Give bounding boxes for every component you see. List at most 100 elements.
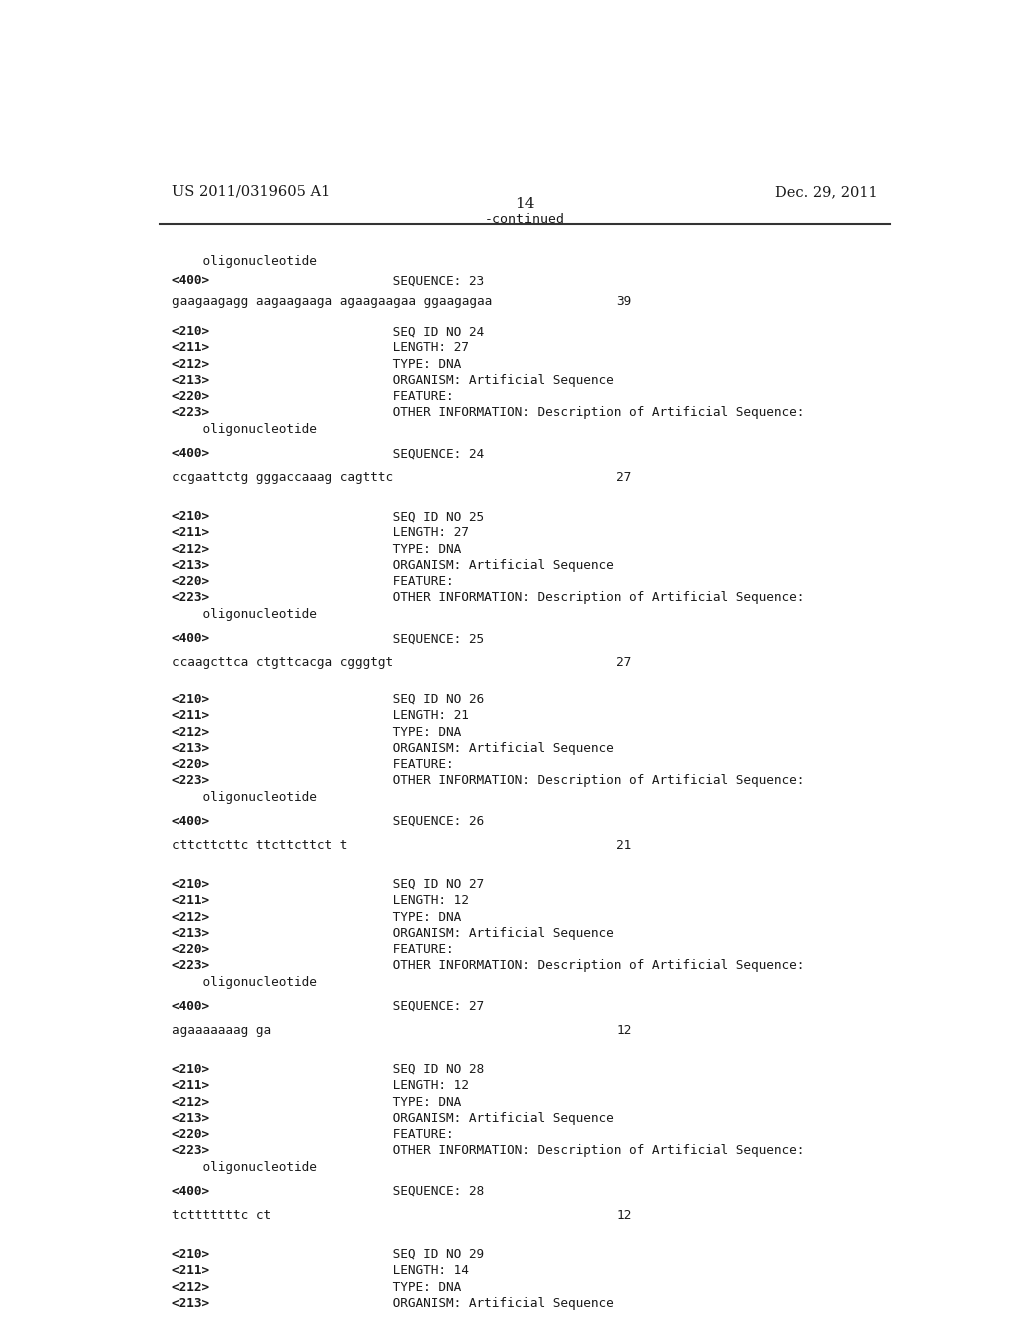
- Text: -continued: -continued: [484, 214, 565, 226]
- Text: ccgaattctg gggaccaaag cagtttc: ccgaattctg gggaccaaag cagtttc: [172, 471, 393, 484]
- Text: 12: 12: [616, 1024, 632, 1038]
- Text: FEATURE:: FEATURE:: [385, 576, 454, 589]
- Text: <212>: <212>: [172, 358, 210, 371]
- Text: agaaaaaaag ga: agaaaaaaag ga: [172, 1024, 270, 1038]
- Text: OTHER INFORMATION: Description of Artificial Sequence:: OTHER INFORMATION: Description of Artifi…: [385, 591, 805, 605]
- Text: oligonucleotide: oligonucleotide: [172, 1160, 316, 1173]
- Text: SEQUENCE: 23: SEQUENCE: 23: [385, 275, 484, 288]
- Text: <210>: <210>: [172, 1063, 210, 1076]
- Text: <220>: <220>: [172, 576, 210, 589]
- Text: <220>: <220>: [172, 942, 210, 956]
- Text: SEQ ID NO 26: SEQ ID NO 26: [385, 693, 484, 706]
- Text: LENGTH: 12: LENGTH: 12: [385, 894, 469, 907]
- Text: OTHER INFORMATION: Description of Artificial Sequence:: OTHER INFORMATION: Description of Artifi…: [385, 1144, 805, 1158]
- Text: <211>: <211>: [172, 342, 210, 354]
- Text: <220>: <220>: [172, 1129, 210, 1140]
- Text: LENGTH: 27: LENGTH: 27: [385, 527, 469, 540]
- Text: TYPE: DNA: TYPE: DNA: [385, 1280, 462, 1294]
- Text: ORGANISM: Artificial Sequence: ORGANISM: Artificial Sequence: [385, 742, 614, 755]
- Text: <210>: <210>: [172, 693, 210, 706]
- Text: <223>: <223>: [172, 775, 210, 787]
- Text: <213>: <213>: [172, 374, 210, 387]
- Text: FEATURE:: FEATURE:: [385, 391, 454, 403]
- Text: <213>: <213>: [172, 1111, 210, 1125]
- Text: TYPE: DNA: TYPE: DNA: [385, 358, 462, 371]
- Text: <210>: <210>: [172, 325, 210, 338]
- Text: TYPE: DNA: TYPE: DNA: [385, 726, 462, 739]
- Text: LENGTH: 14: LENGTH: 14: [385, 1265, 469, 1278]
- Text: TYPE: DNA: TYPE: DNA: [385, 543, 462, 556]
- Text: ORGANISM: Artificial Sequence: ORGANISM: Artificial Sequence: [385, 558, 614, 572]
- Text: oligonucleotide: oligonucleotide: [172, 422, 316, 436]
- Text: <212>: <212>: [172, 1096, 210, 1109]
- Text: 21: 21: [616, 840, 632, 853]
- Text: <211>: <211>: [172, 527, 210, 540]
- Text: <212>: <212>: [172, 543, 210, 556]
- Text: FEATURE:: FEATURE:: [385, 1129, 454, 1140]
- Text: <212>: <212>: [172, 726, 210, 739]
- Text: oligonucleotide: oligonucleotide: [172, 791, 316, 804]
- Text: ORGANISM: Artificial Sequence: ORGANISM: Artificial Sequence: [385, 1296, 614, 1309]
- Text: <400>: <400>: [172, 1001, 210, 1012]
- Text: <213>: <213>: [172, 1296, 210, 1309]
- Text: SEQ ID NO 27: SEQ ID NO 27: [385, 878, 484, 891]
- Text: SEQ ID NO 28: SEQ ID NO 28: [385, 1063, 484, 1076]
- Text: <223>: <223>: [172, 407, 210, 420]
- Text: 27: 27: [616, 471, 632, 484]
- Text: FEATURE:: FEATURE:: [385, 758, 454, 771]
- Text: oligonucleotide: oligonucleotide: [172, 255, 316, 268]
- Text: <223>: <223>: [172, 960, 210, 973]
- Text: FEATURE:: FEATURE:: [385, 942, 454, 956]
- Text: 12: 12: [616, 1209, 632, 1222]
- Text: tctttttttc ct: tctttttttc ct: [172, 1209, 270, 1222]
- Text: TYPE: DNA: TYPE: DNA: [385, 911, 462, 924]
- Text: oligonucleotide: oligonucleotide: [172, 975, 316, 989]
- Text: 39: 39: [616, 294, 632, 308]
- Text: SEQUENCE: 28: SEQUENCE: 28: [385, 1185, 484, 1199]
- Text: <210>: <210>: [172, 878, 210, 891]
- Text: OTHER INFORMATION: Description of Artificial Sequence:: OTHER INFORMATION: Description of Artifi…: [385, 407, 805, 420]
- Text: LENGTH: 21: LENGTH: 21: [385, 709, 469, 722]
- Text: <212>: <212>: [172, 1280, 210, 1294]
- Text: <210>: <210>: [172, 510, 210, 523]
- Text: OTHER INFORMATION: Description of Artificial Sequence:: OTHER INFORMATION: Description of Artifi…: [385, 775, 805, 787]
- Text: 14: 14: [515, 197, 535, 211]
- Text: <210>: <210>: [172, 1247, 210, 1261]
- Text: <220>: <220>: [172, 758, 210, 771]
- Text: TYPE: DNA: TYPE: DNA: [385, 1096, 462, 1109]
- Text: <211>: <211>: [172, 709, 210, 722]
- Text: <211>: <211>: [172, 894, 210, 907]
- Text: ORGANISM: Artificial Sequence: ORGANISM: Artificial Sequence: [385, 1111, 614, 1125]
- Text: <400>: <400>: [172, 275, 210, 288]
- Text: <400>: <400>: [172, 447, 210, 461]
- Text: LENGTH: 12: LENGTH: 12: [385, 1080, 469, 1092]
- Text: SEQ ID NO 24: SEQ ID NO 24: [385, 325, 484, 338]
- Text: LENGTH: 27: LENGTH: 27: [385, 342, 469, 354]
- Text: <213>: <213>: [172, 558, 210, 572]
- Text: SEQ ID NO 25: SEQ ID NO 25: [385, 510, 484, 523]
- Text: <220>: <220>: [172, 391, 210, 403]
- Text: <213>: <213>: [172, 742, 210, 755]
- Text: Dec. 29, 2011: Dec. 29, 2011: [775, 185, 878, 199]
- Text: ORGANISM: Artificial Sequence: ORGANISM: Artificial Sequence: [385, 927, 614, 940]
- Text: OTHER INFORMATION: Description of Artificial Sequence:: OTHER INFORMATION: Description of Artifi…: [385, 960, 805, 973]
- Text: <211>: <211>: [172, 1080, 210, 1092]
- Text: <223>: <223>: [172, 591, 210, 605]
- Text: oligonucleotide: oligonucleotide: [172, 607, 316, 620]
- Text: <212>: <212>: [172, 911, 210, 924]
- Text: SEQ ID NO 29: SEQ ID NO 29: [385, 1247, 484, 1261]
- Text: SEQUENCE: 25: SEQUENCE: 25: [385, 632, 484, 645]
- Text: gaagaagagg aagaagaaga agaagaagaa ggaagagaa: gaagaagagg aagaagaaga agaagaagaa ggaagag…: [172, 294, 492, 308]
- Text: <400>: <400>: [172, 1185, 210, 1199]
- Text: cttcttcttc ttcttcttct t: cttcttcttc ttcttcttct t: [172, 840, 347, 853]
- Text: SEQUENCE: 27: SEQUENCE: 27: [385, 1001, 484, 1012]
- Text: <400>: <400>: [172, 632, 210, 645]
- Text: ORGANISM: Artificial Sequence: ORGANISM: Artificial Sequence: [385, 374, 614, 387]
- Text: ccaagcttca ctgttcacga cgggtgt: ccaagcttca ctgttcacga cgggtgt: [172, 656, 393, 669]
- Text: <211>: <211>: [172, 1265, 210, 1278]
- Text: SEQUENCE: 26: SEQUENCE: 26: [385, 814, 484, 828]
- Text: <400>: <400>: [172, 814, 210, 828]
- Text: US 2011/0319605 A1: US 2011/0319605 A1: [172, 185, 330, 199]
- Text: SEQUENCE: 24: SEQUENCE: 24: [385, 447, 484, 461]
- Text: 27: 27: [616, 656, 632, 669]
